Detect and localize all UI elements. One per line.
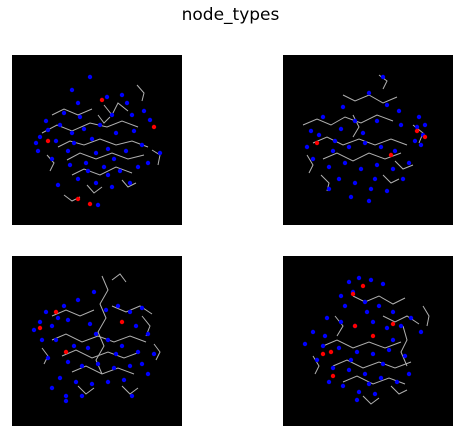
network-plot-bottom-left (12, 256, 182, 426)
panel-top-left (12, 55, 182, 225)
panel-bottom-right (283, 256, 453, 426)
blue-nodes (34, 75, 162, 207)
panel-top-right (283, 55, 453, 225)
panel-bottom-left (12, 256, 182, 426)
network-plot-bottom-right (283, 256, 453, 426)
network-plot-top-right (283, 55, 453, 225)
network-plot-top-left (12, 55, 182, 225)
figure-title: node_types (0, 5, 461, 25)
red-nodes (38, 310, 124, 354)
blue-nodes (303, 276, 423, 402)
